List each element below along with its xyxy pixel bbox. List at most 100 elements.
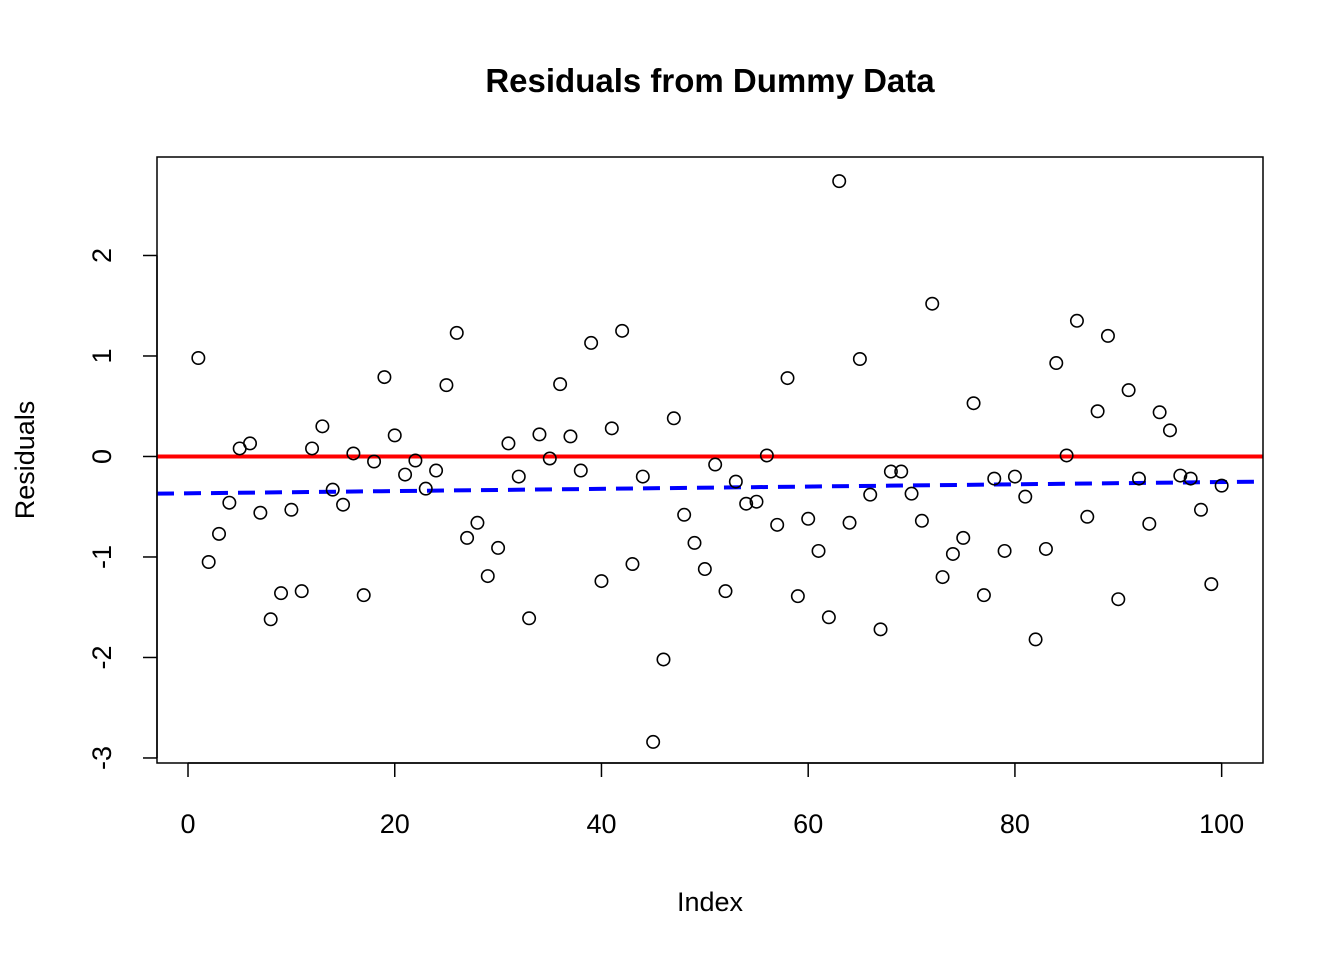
- data-point: [573, 463, 588, 478]
- data-point: [646, 734, 661, 749]
- data-point: [759, 448, 774, 463]
- data-point: [780, 371, 795, 386]
- data-point: [1059, 448, 1074, 463]
- data-point: [966, 396, 981, 411]
- data-point: [914, 513, 929, 528]
- data-point: [439, 378, 454, 393]
- data-point: [945, 546, 960, 561]
- data-point: [460, 530, 475, 545]
- data-point: [625, 557, 640, 572]
- x-tick-label: 0: [180, 809, 195, 839]
- plot-frame: [156, 156, 1264, 764]
- data-point: [1100, 328, 1115, 343]
- data-point: [863, 487, 878, 502]
- data-point: [201, 555, 216, 570]
- data-point: [253, 505, 268, 520]
- data-point: [1173, 468, 1188, 483]
- data-point: [894, 464, 909, 479]
- data-point: [852, 351, 867, 366]
- data-point: [501, 436, 516, 451]
- data-point: [687, 535, 702, 550]
- data-point: [1080, 509, 1095, 524]
- data-point: [842, 515, 857, 530]
- data-point: [377, 370, 392, 385]
- data-point: [635, 469, 650, 484]
- y-axis-label: Residuals: [10, 401, 40, 520]
- data-point: [356, 588, 371, 603]
- y-axis: -3 -2 -1 0 1 2: [87, 248, 158, 770]
- data-points: [191, 174, 1229, 749]
- data-point: [263, 612, 278, 627]
- data-point: [1193, 502, 1208, 517]
- data-point: [728, 474, 743, 489]
- data-point: [429, 463, 444, 478]
- data-point: [1090, 404, 1105, 419]
- x-axis-label: Index: [677, 887, 744, 917]
- data-point: [987, 471, 1002, 486]
- data-point: [604, 421, 619, 436]
- data-point: [408, 453, 423, 468]
- data-point: [1049, 356, 1064, 371]
- data-point: [305, 441, 320, 456]
- data-point: [1183, 471, 1198, 486]
- data-point: [925, 296, 940, 311]
- data-point: [677, 507, 692, 522]
- data-point: [315, 419, 330, 434]
- y-tick-label: 2: [87, 248, 117, 263]
- data-point: [480, 569, 495, 584]
- data-point: [294, 584, 309, 599]
- x-tick-label: 60: [793, 809, 823, 839]
- data-point: [1214, 478, 1229, 493]
- x-axis: 0 20 40 60 80 100: [180, 762, 1244, 839]
- data-point: [274, 586, 289, 601]
- data-point: [542, 451, 557, 466]
- data-point: [739, 496, 754, 511]
- data-point: [222, 495, 237, 510]
- data-point: [449, 325, 464, 340]
- x-tick-label: 20: [380, 809, 410, 839]
- data-point: [832, 174, 847, 189]
- data-point: [191, 350, 206, 365]
- y-tick-label: -1: [87, 545, 117, 569]
- data-point: [1121, 383, 1136, 398]
- data-point: [615, 323, 630, 338]
- data-point: [718, 584, 733, 599]
- y-tick-label: 1: [87, 348, 117, 363]
- data-point: [563, 429, 578, 444]
- y-tick-label: -3: [87, 746, 117, 770]
- chart-title: Residuals from Dummy Data: [485, 62, 935, 99]
- data-point: [511, 469, 526, 484]
- data-point: [790, 589, 805, 604]
- data-point: [801, 511, 816, 526]
- data-point: [553, 377, 568, 392]
- reference-lines: [156, 454, 1264, 496]
- data-point: [997, 543, 1012, 558]
- data-point: [1131, 471, 1146, 486]
- data-point: [367, 454, 382, 469]
- x-tick-label: 40: [586, 809, 616, 839]
- data-point: [584, 335, 599, 350]
- data-point: [418, 481, 433, 496]
- data-point: [243, 436, 258, 451]
- data-point: [346, 446, 361, 461]
- data-point: [976, 588, 991, 603]
- data-point: [336, 497, 351, 512]
- x-tick-label: 80: [1000, 809, 1030, 839]
- data-point: [532, 427, 547, 442]
- x-tick-label: 100: [1199, 809, 1244, 839]
- data-point: [821, 610, 836, 625]
- data-point: [212, 526, 227, 541]
- data-point: [1069, 313, 1084, 328]
- data-point: [1162, 423, 1177, 438]
- data-point: [811, 543, 826, 558]
- data-point: [883, 464, 898, 479]
- data-point: [470, 515, 485, 530]
- data-point: [749, 494, 764, 509]
- data-point: [1038, 541, 1053, 556]
- data-point: [325, 482, 340, 497]
- data-point: [491, 540, 506, 555]
- data-point: [656, 652, 671, 667]
- data-point: [1152, 405, 1167, 420]
- data-point: [935, 570, 950, 585]
- y-tick-label: 0: [87, 449, 117, 464]
